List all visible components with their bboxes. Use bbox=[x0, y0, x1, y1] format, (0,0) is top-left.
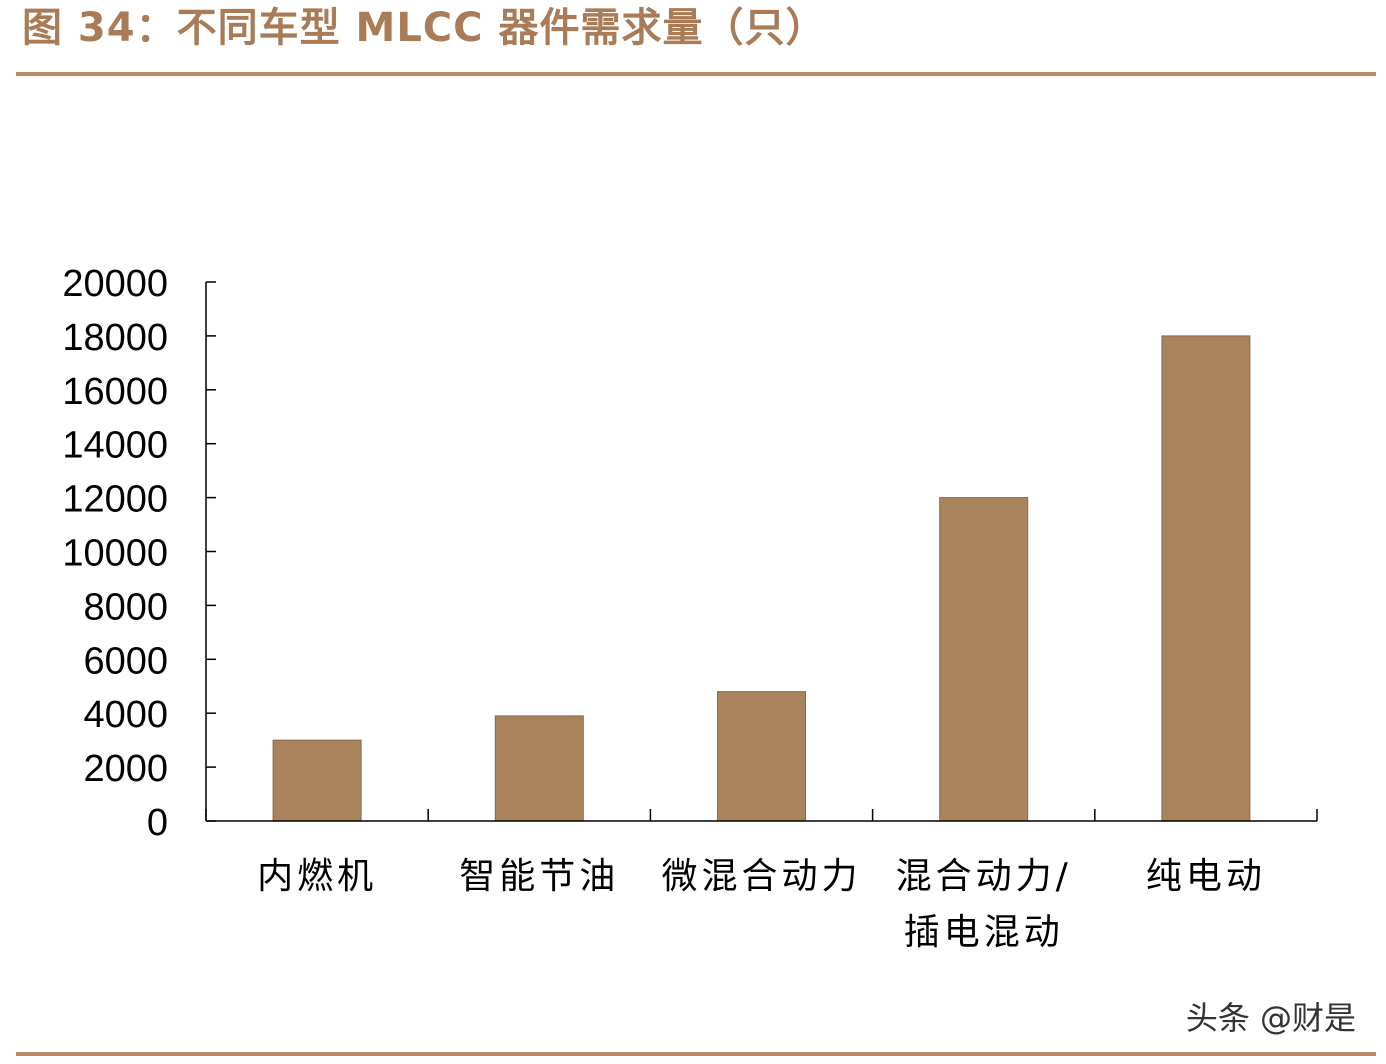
x-category-label: 纯电动 bbox=[1146, 856, 1266, 897]
x-category-label: 智能节油 bbox=[459, 856, 619, 897]
watermark: 头条 @财是 bbox=[1185, 999, 1356, 1037]
y-tick-label: 20000 bbox=[62, 263, 168, 305]
chart-title: 图 34：不同车型 MLCC 器件需求量（只） bbox=[22, 5, 827, 51]
y-tick-label: 18000 bbox=[62, 317, 168, 359]
y-tick-label: 6000 bbox=[83, 640, 168, 682]
y-tick-label: 14000 bbox=[62, 425, 168, 467]
bar bbox=[717, 691, 806, 822]
x-category-label: 插电混动 bbox=[904, 912, 1064, 953]
x-category-label: 内燃机 bbox=[257, 856, 377, 897]
y-tick-label: 4000 bbox=[83, 694, 168, 736]
top-rule bbox=[16, 72, 1376, 76]
bar bbox=[1161, 335, 1251, 822]
bar bbox=[272, 739, 362, 822]
y-tick-label: 10000 bbox=[62, 533, 168, 575]
x-category-label: 混合动力/ bbox=[896, 856, 1072, 897]
y-tick-label: 2000 bbox=[83, 748, 168, 790]
y-tick-label: 8000 bbox=[83, 586, 168, 628]
bar bbox=[494, 715, 584, 822]
bottom-rule bbox=[16, 1052, 1376, 1056]
x-category-label: 微混合动力 bbox=[661, 856, 861, 897]
y-tick-label: 12000 bbox=[62, 479, 168, 521]
bar bbox=[939, 497, 1029, 822]
y-tick-label: 0 bbox=[147, 802, 168, 844]
y-tick-label: 16000 bbox=[62, 371, 168, 413]
